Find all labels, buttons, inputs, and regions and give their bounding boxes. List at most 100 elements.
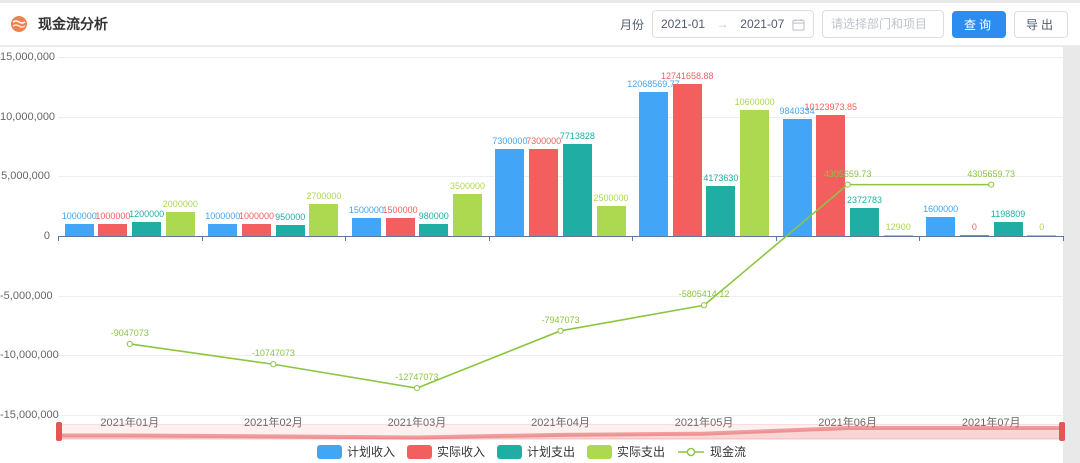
bar-实际支出[interactable]	[1027, 235, 1057, 236]
date-range-separator: →	[716, 17, 729, 31]
legend-label: 现金流	[710, 445, 747, 459]
bar-value-label: 7300000	[526, 135, 562, 146]
x-axis-tick	[775, 236, 777, 241]
line-value-label: 4305659.73	[967, 168, 1015, 179]
bar-实际支出[interactable]	[165, 212, 195, 236]
bar-计划收入[interactable]	[208, 224, 238, 236]
export-button[interactable]: 导出	[1013, 10, 1068, 38]
bar-value-label: 7713828	[559, 130, 595, 141]
bar-value-label: 4173630	[703, 173, 739, 184]
bar-value-label: 1198809	[990, 208, 1026, 219]
line-value-label: -12747073	[395, 372, 439, 383]
x-axis-label: 2021年03月	[387, 417, 447, 429]
x-axis-tick	[345, 236, 347, 241]
bar-value-label: 2372783	[846, 194, 882, 205]
bar-实际收入[interactable]	[98, 224, 128, 236]
bar-value-label: 2500000	[593, 193, 629, 204]
page-title: 现金流分析	[38, 16, 108, 32]
bar-value-label: 2000000	[162, 199, 198, 210]
bar-value-label: 9840334	[779, 105, 815, 116]
cashflow-chart: 15,000,000 10,000,000 5,000,000 0 -5,000,000…	[0, 47, 1064, 463]
bar-实际支出[interactable]	[452, 194, 482, 236]
header: 现金流分析 月份 2021-01 → 2021-07 查询 导出	[0, 3, 1080, 46]
bar-value-label: 12741658.88	[660, 70, 714, 81]
legend-item-计划支出[interactable]: 计划支出	[496, 443, 575, 460]
bar-value-label: 7300000	[492, 135, 528, 146]
y-axis-label: -10,000,000	[0, 349, 59, 362]
bar-计划支出[interactable]	[419, 224, 449, 236]
x-axis-label: 2021年01月	[100, 417, 160, 429]
bar-value-label: 12900	[885, 222, 911, 232]
bar-实际支出[interactable]	[740, 109, 770, 236]
legend-item-实际收入[interactable]: 实际收入	[406, 443, 485, 460]
bar-计划支出[interactable]	[132, 221, 162, 236]
bar-计划支出[interactable]	[275, 224, 305, 236]
legend-label: 计划收入	[346, 445, 395, 459]
bar-实际收入[interactable]	[242, 224, 271, 236]
legend-label: 实际收入	[436, 445, 485, 459]
query-button[interactable]: 查询	[951, 10, 1006, 38]
line-value-label: -9047073	[110, 327, 149, 338]
gridline	[58, 295, 1063, 297]
gridline	[58, 176, 1063, 178]
bar-实际收入[interactable]	[959, 235, 989, 236]
y-axis-label: -5,000,000	[0, 289, 53, 302]
legend-item-计划收入[interactable]: 计划收入	[316, 443, 395, 460]
bar-实际支出[interactable]	[596, 206, 626, 236]
date-start-value[interactable]: 2021-01	[660, 17, 706, 31]
header-left: 现金流分析	[10, 14, 108, 34]
x-axis-tick	[632, 236, 634, 241]
legend-item-实际支出[interactable]: 实际支出	[587, 443, 665, 460]
bar-实际收入[interactable]	[672, 83, 702, 236]
bar-value-label: 12068569.77	[627, 78, 680, 89]
bar-计划支出[interactable]	[562, 143, 592, 236]
line-value-label: 4305659.73	[823, 168, 872, 179]
bar-计划支出[interactable]	[993, 221, 1023, 236]
x-axis-tick	[58, 236, 59, 241]
y-axis-label: 10,000,000	[0, 110, 56, 123]
x-axis-tick	[201, 236, 203, 241]
bar-value-label: 2700000	[306, 190, 342, 201]
bar-计划收入[interactable]	[351, 218, 381, 236]
y-axis-label: 15,000,000	[0, 51, 56, 63]
department-project-input[interactable]	[821, 10, 944, 38]
datazoom-data-shadow	[59, 426, 1064, 440]
bar-计划收入[interactable]	[64, 224, 94, 236]
y-axis-label: 0	[43, 230, 50, 242]
bar-实际支出[interactable]	[309, 203, 339, 236]
x-axis-tick	[488, 236, 490, 241]
legend-line-marker-icon	[678, 447, 705, 456]
bar-实际支出[interactable]	[883, 235, 913, 236]
bar-value-label: 0	[1039, 222, 1045, 232]
cashflow-app-icon	[10, 15, 28, 33]
legend-item-现金流[interactable]: 现金流	[677, 443, 746, 460]
legend-swatch	[587, 444, 612, 459]
date-range-picker[interactable]: 2021-01 → 2021-07	[651, 10, 814, 38]
x-axis-tick	[1063, 236, 1064, 241]
bar-value-label: 1000000	[61, 211, 97, 222]
bar-value-label: 1000000	[95, 211, 131, 222]
bar-实际收入[interactable]	[529, 148, 559, 236]
bar-计划收入[interactable]	[495, 148, 525, 236]
legend-swatch	[316, 444, 342, 459]
bar-计划支出[interactable]	[706, 186, 736, 236]
x-axis-label: 2021年05月	[674, 417, 734, 429]
filter-bar: 月份 2021-01 → 2021-07 查询 导出	[620, 10, 1068, 38]
y-axis-label: -15,000,000	[0, 409, 59, 421]
legend-label: 实际支出	[617, 445, 666, 459]
bar-计划收入[interactable]	[639, 91, 669, 236]
bar-value-label: 3500000	[449, 181, 485, 192]
calendar-icon	[792, 18, 805, 31]
datazoom-right-handle[interactable]	[1059, 422, 1065, 441]
bar-value-label: 10600000	[734, 96, 775, 107]
legend-label: 计划支出	[526, 445, 575, 459]
legend-swatch	[406, 444, 432, 459]
datazoom-slider[interactable]	[56, 422, 1065, 441]
line-value-label: -5805414.12	[678, 289, 730, 300]
line-value-label: -10747073	[251, 348, 295, 359]
chart-card: 15,000,000 10,000,000 5,000,000 0 -5,000,000…	[0, 47, 1065, 463]
x-axis-line	[58, 236, 1063, 237]
datazoom-left-handle[interactable]	[56, 422, 62, 441]
date-end-value[interactable]: 2021-07	[740, 17, 785, 31]
